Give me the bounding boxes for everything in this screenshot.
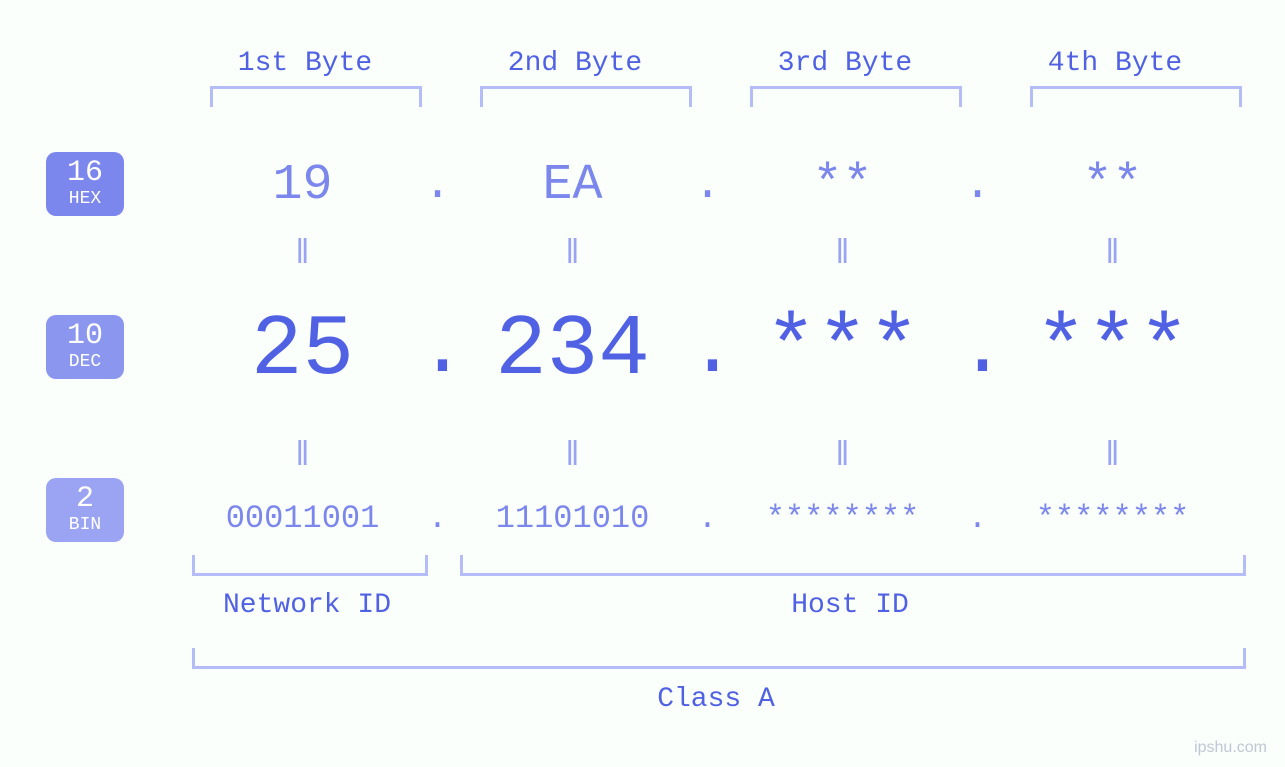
hex-byte-4: ** bbox=[998, 157, 1228, 214]
badge-dec-label: DEC bbox=[46, 353, 124, 371]
watermark: ipshu.com bbox=[1194, 739, 1267, 757]
dec-sep-1: . bbox=[419, 305, 457, 396]
bracket-top-1 bbox=[210, 86, 422, 107]
badge-dec: 10 DEC bbox=[46, 315, 124, 379]
row-hex: 19 . EA . ** . ** bbox=[170, 150, 1245, 220]
eq2-1: ǁ bbox=[187, 438, 419, 476]
dec-sep-3: . bbox=[959, 305, 997, 396]
hex-sep-1: . bbox=[418, 159, 458, 211]
hex-sep-2: . bbox=[688, 159, 728, 211]
badge-dec-num: 10 bbox=[46, 321, 124, 351]
dec-byte-4: *** bbox=[997, 301, 1229, 399]
badge-bin-label: BIN bbox=[46, 516, 124, 534]
eq2-2: ǁ bbox=[457, 438, 689, 476]
header-byte-1: 1st Byte bbox=[190, 48, 420, 79]
badge-hex-label: HEX bbox=[46, 190, 124, 208]
dec-byte-2: 234 bbox=[457, 301, 689, 399]
label-host-id: Host ID bbox=[460, 590, 1240, 621]
dec-byte-3: *** bbox=[727, 301, 959, 399]
eq1-2: ǁ bbox=[457, 236, 689, 274]
badge-bin: 2 BIN bbox=[46, 478, 124, 542]
hex-byte-2: EA bbox=[458, 157, 688, 214]
hex-byte-3: ** bbox=[728, 157, 958, 214]
eq1-4: ǁ bbox=[997, 236, 1229, 274]
hex-byte-1: 19 bbox=[188, 157, 418, 214]
header-byte-2: 2nd Byte bbox=[460, 48, 690, 79]
eq2-3: ǁ bbox=[727, 438, 959, 476]
bracket-class bbox=[192, 648, 1246, 669]
bracket-top-4 bbox=[1030, 86, 1242, 107]
badge-bin-num: 2 bbox=[46, 484, 124, 514]
bin-sep-3: . bbox=[959, 500, 997, 537]
bin-byte-1: 00011001 bbox=[187, 500, 419, 537]
header-byte-4: 4th Byte bbox=[1000, 48, 1230, 79]
row-dec: 25 . 234 . *** . *** bbox=[170, 300, 1245, 400]
dec-sep-2: . bbox=[689, 305, 727, 396]
badge-hex: 16 HEX bbox=[46, 152, 124, 216]
bin-sep-1: . bbox=[419, 500, 457, 537]
bracket-network-id bbox=[192, 555, 428, 576]
ip-bytes-diagram: 1st Byte 2nd Byte 3rd Byte 4th Byte 16 H… bbox=[0, 0, 1285, 767]
bracket-host-id bbox=[460, 555, 1246, 576]
label-class: Class A bbox=[192, 684, 1240, 715]
bin-byte-3: ******** bbox=[727, 500, 959, 537]
row-bin: 00011001 . 11101010 . ******** . *******… bbox=[170, 493, 1245, 543]
eq1-3: ǁ bbox=[727, 236, 959, 274]
badge-hex-num: 16 bbox=[46, 158, 124, 188]
bin-byte-4: ******** bbox=[997, 500, 1229, 537]
bin-sep-2: . bbox=[689, 500, 727, 537]
header-byte-3: 3rd Byte bbox=[730, 48, 960, 79]
equals-row-1: ǁ ǁ ǁ ǁ bbox=[170, 236, 1245, 274]
bracket-top-3 bbox=[750, 86, 962, 107]
eq1-1: ǁ bbox=[187, 236, 419, 274]
bracket-top-2 bbox=[480, 86, 692, 107]
eq2-4: ǁ bbox=[997, 438, 1229, 476]
hex-sep-3: . bbox=[958, 159, 998, 211]
label-network-id: Network ID bbox=[192, 590, 422, 621]
dec-byte-1: 25 bbox=[187, 301, 419, 399]
equals-row-2: ǁ ǁ ǁ ǁ bbox=[170, 438, 1245, 476]
bin-byte-2: 11101010 bbox=[457, 500, 689, 537]
